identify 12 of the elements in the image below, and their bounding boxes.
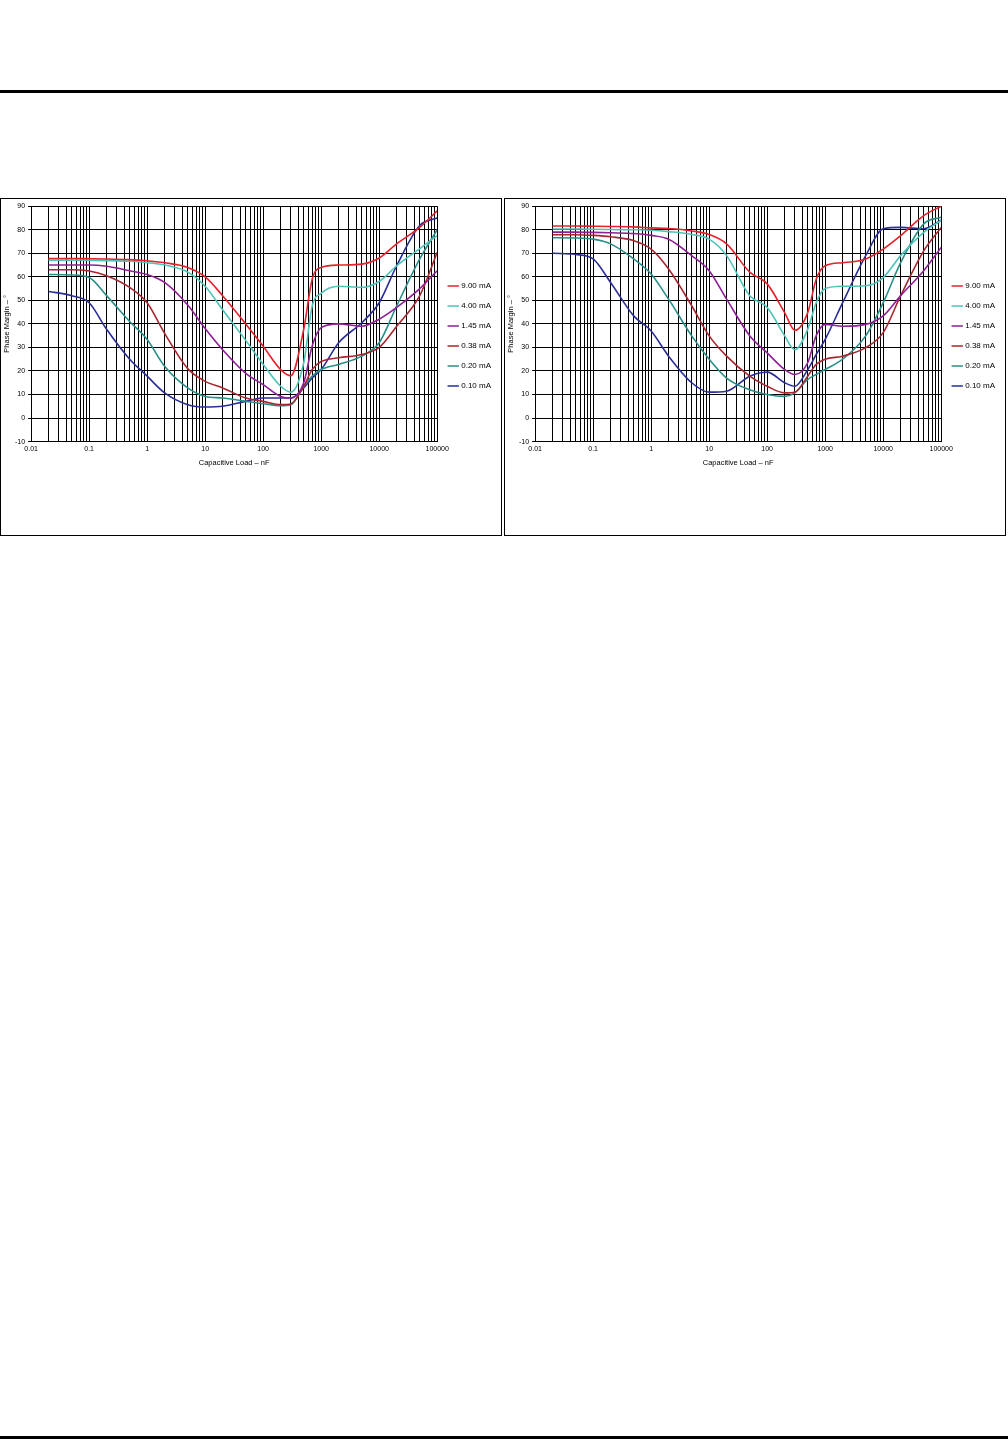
- legend-label: 4.00 mA: [461, 301, 492, 311]
- legend-label: 0.10 mA: [965, 381, 996, 391]
- legend-label: 0.10 mA: [461, 381, 492, 391]
- legend-label: 9.00 mA: [461, 281, 492, 291]
- legend-label: 4.00 mA: [965, 301, 996, 311]
- legend-label: 0.20 mA: [461, 361, 492, 371]
- legend-label: 0.20 mA: [965, 361, 996, 371]
- legend-label: 1.45 mA: [965, 321, 996, 331]
- legend-label: 9.00 mA: [965, 281, 996, 291]
- legend-label: 0.38 mA: [965, 341, 996, 351]
- legend-label: 1.45 mA: [461, 321, 492, 331]
- legend-label: 0.38 mA: [461, 341, 492, 351]
